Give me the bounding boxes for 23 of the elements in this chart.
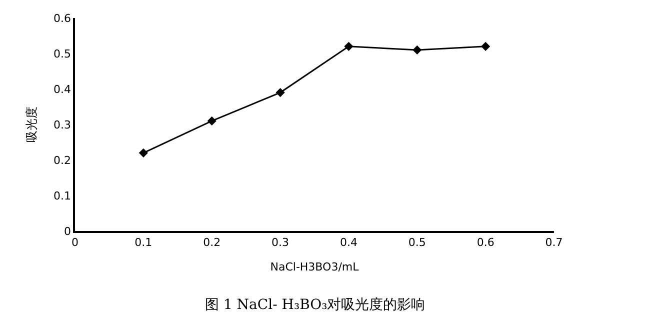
point: [412, 45, 422, 54]
point: [481, 42, 490, 51]
y-tick-label: 0.6: [54, 12, 72, 25]
point: [138, 148, 148, 158]
x-tick-label: 0.4: [340, 236, 358, 249]
y-tick-label: 0.4: [54, 82, 72, 96]
y-axis-title: 吸光度: [24, 106, 38, 142]
y-tick-label: 0.2: [54, 154, 72, 167]
x-tick-label: 0.6: [476, 236, 494, 249]
x-tick-label: 0.5: [408, 236, 426, 249]
text: 图 1 NaCl- H₃BO₃对吸光度的影响: [205, 297, 426, 313]
y-tick-label: 0.3: [54, 118, 72, 132]
x-tick-label: 0.1: [134, 236, 152, 249]
point: [207, 116, 216, 126]
x-axis-title: NaCl-H3BO3/mL: [270, 260, 360, 274]
point: [276, 88, 285, 98]
x-tick-label: 0.2: [203, 236, 221, 249]
point: [344, 42, 354, 51]
y-tick-label: 0.1: [54, 189, 72, 202]
y-tick-label: 0: [64, 224, 72, 238]
x-tick-label: 0.7: [545, 236, 563, 249]
y-tick-label: 0.5: [54, 47, 72, 60]
x-tick-label: 0.3: [272, 236, 290, 249]
